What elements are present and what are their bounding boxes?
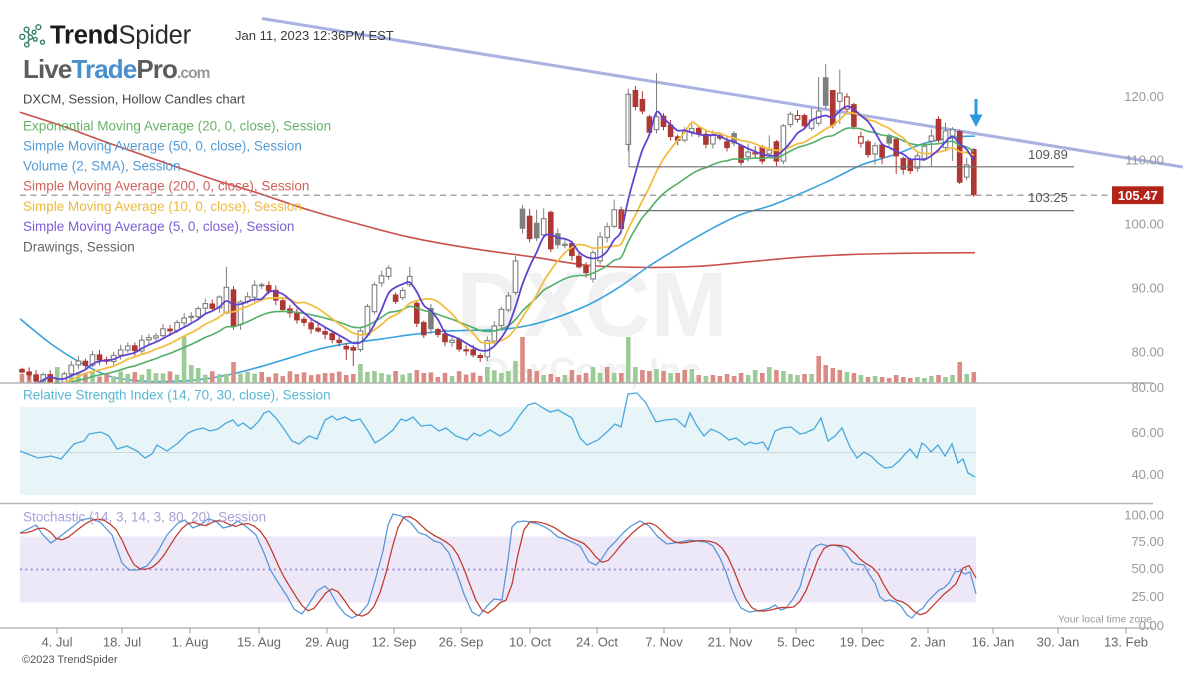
svg-text:100.00: 100.00 bbox=[1124, 217, 1164, 232]
svg-text:80.00: 80.00 bbox=[1131, 345, 1164, 360]
svg-text:Volume (2, SMA), Session: Volume (2, SMA), Session bbox=[23, 159, 181, 174]
svg-text:30. Jan: 30. Jan bbox=[1037, 635, 1080, 650]
svg-text:2. Jan: 2. Jan bbox=[910, 635, 945, 650]
svg-text:103.25: 103.25 bbox=[1028, 190, 1068, 205]
svg-text:109.89: 109.89 bbox=[1028, 147, 1068, 162]
svg-text:75.00: 75.00 bbox=[1131, 534, 1164, 549]
svg-text:100.00: 100.00 bbox=[1124, 508, 1164, 523]
svg-text:1. Aug: 1. Aug bbox=[172, 635, 209, 650]
svg-text:18. Jul: 18. Jul bbox=[103, 635, 141, 650]
svg-text:120.00: 120.00 bbox=[1124, 89, 1164, 104]
svg-text:4. Jul: 4. Jul bbox=[41, 635, 72, 650]
svg-text:Simple Moving Average (200, 0,: Simple Moving Average (200, 0, close), S… bbox=[23, 179, 309, 194]
svg-text:16. Jan: 16. Jan bbox=[972, 635, 1015, 650]
svg-text:13. Feb: 13. Feb bbox=[1104, 635, 1148, 650]
svg-text:Jan 11, 2023 12:36PM EST: Jan 11, 2023 12:36PM EST bbox=[235, 28, 394, 43]
svg-text:21. Nov: 21. Nov bbox=[708, 635, 753, 650]
svg-text:10. Oct: 10. Oct bbox=[509, 635, 551, 650]
svg-text:©2023 TrendSpider: ©2023 TrendSpider bbox=[22, 654, 118, 666]
svg-text:Simple Moving Average (50, 0,: Simple Moving Average (50, 0, close), Se… bbox=[23, 139, 302, 154]
svg-text:24. Oct: 24. Oct bbox=[576, 635, 618, 650]
svg-text:50.00: 50.00 bbox=[1131, 561, 1164, 576]
svg-text:DXCM, Session, Hollow Candles: DXCM, Session, Hollow Candles chart bbox=[23, 92, 245, 107]
svg-text:19. Dec: 19. Dec bbox=[840, 635, 885, 650]
svg-text:15. Aug: 15. Aug bbox=[237, 635, 281, 650]
svg-text:Exponential Moving Average (20: Exponential Moving Average (20, 0, close… bbox=[23, 119, 331, 134]
svg-text:40.00: 40.00 bbox=[1131, 467, 1164, 482]
svg-text:110.00: 110.00 bbox=[1125, 153, 1164, 168]
svg-text:25.00: 25.00 bbox=[1131, 589, 1164, 604]
svg-text:29. Aug: 29. Aug bbox=[305, 635, 349, 650]
svg-text:Simple Moving Average (5, 0, c: Simple Moving Average (5, 0, close), Ses… bbox=[23, 219, 294, 234]
svg-text:Stochastic (14, 3, 14, 3, 80,: Stochastic (14, 3, 14, 3, 80, 20), Sessi… bbox=[23, 510, 266, 525]
svg-text:12. Sep: 12. Sep bbox=[372, 635, 417, 650]
svg-text:Relative Strength Index (14, 7: Relative Strength Index (14, 70, 30, clo… bbox=[23, 388, 331, 403]
svg-text:80.00: 80.00 bbox=[1131, 380, 1164, 395]
svg-text:Drawings, Session: Drawings, Session bbox=[23, 239, 135, 254]
svg-text:Simple Moving Average (10, 0,: Simple Moving Average (10, 0, close), Se… bbox=[23, 199, 302, 214]
svg-text:5. Dec: 5. Dec bbox=[777, 635, 815, 650]
svg-text:7. Nov: 7. Nov bbox=[645, 635, 683, 650]
svg-text:60.00: 60.00 bbox=[1131, 425, 1164, 440]
svg-text:0.00: 0.00 bbox=[1139, 618, 1164, 633]
svg-text:26. Sep: 26. Sep bbox=[439, 635, 484, 650]
svg-text:105.47: 105.47 bbox=[1118, 188, 1158, 203]
svg-text:Your local time zone: Your local time zone bbox=[1058, 614, 1152, 626]
svg-text:TrendSpider: TrendSpider bbox=[50, 22, 192, 50]
svg-text:90.00: 90.00 bbox=[1131, 281, 1164, 296]
